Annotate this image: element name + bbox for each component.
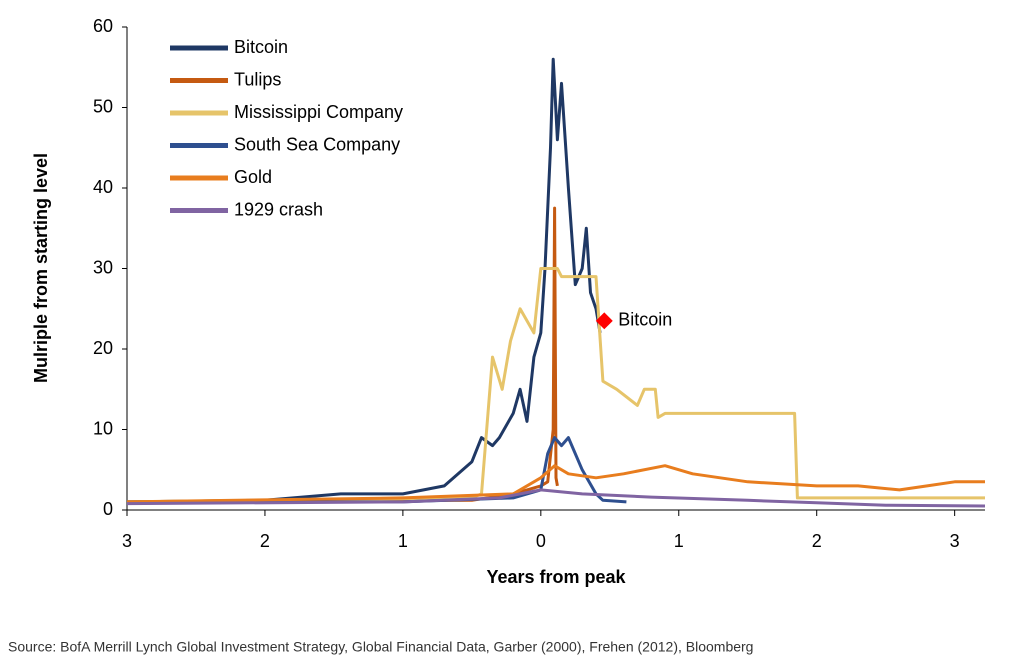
series-line [126,206,559,504]
legend-label: 1929 crash [234,199,323,219]
y-tick-label: 0 [103,499,113,519]
y-tick-label: 30 [93,257,113,277]
legend-label: Mississippi Company [234,102,403,122]
x-tick-label: 1 [398,531,408,551]
legend-label: Bitcoin [234,37,288,57]
series-line [126,267,985,504]
x-tick-label: 3 [122,531,132,551]
x-tick-label: 3 [950,531,960,551]
series-line [126,464,985,504]
x-tick-label: 1 [674,531,684,551]
y-tick-label: 60 [93,16,113,36]
x-axis-label: Years from peak [486,567,626,587]
y-axis-label: Mulriple from starting level [31,153,51,383]
x-tick-label: 0 [536,531,546,551]
series-line [126,57,602,504]
x-tick-label: 2 [812,531,822,551]
y-tick-label: 40 [93,177,113,197]
annotation-marker [595,312,613,330]
legend-label: Tulips [234,69,281,89]
annotation-label: Bitcoin [618,310,672,330]
series-line [126,488,986,508]
source-note: Source: BofA Merrill Lynch Global Invest… [8,639,753,655]
y-tick-label: 10 [93,418,113,438]
legend-label: Gold [234,167,272,187]
legend-label: South Sea Company [234,134,400,154]
y-tick-label: 50 [93,96,113,116]
x-tick-label: 2 [260,531,270,551]
y-tick-label: 20 [93,338,113,358]
